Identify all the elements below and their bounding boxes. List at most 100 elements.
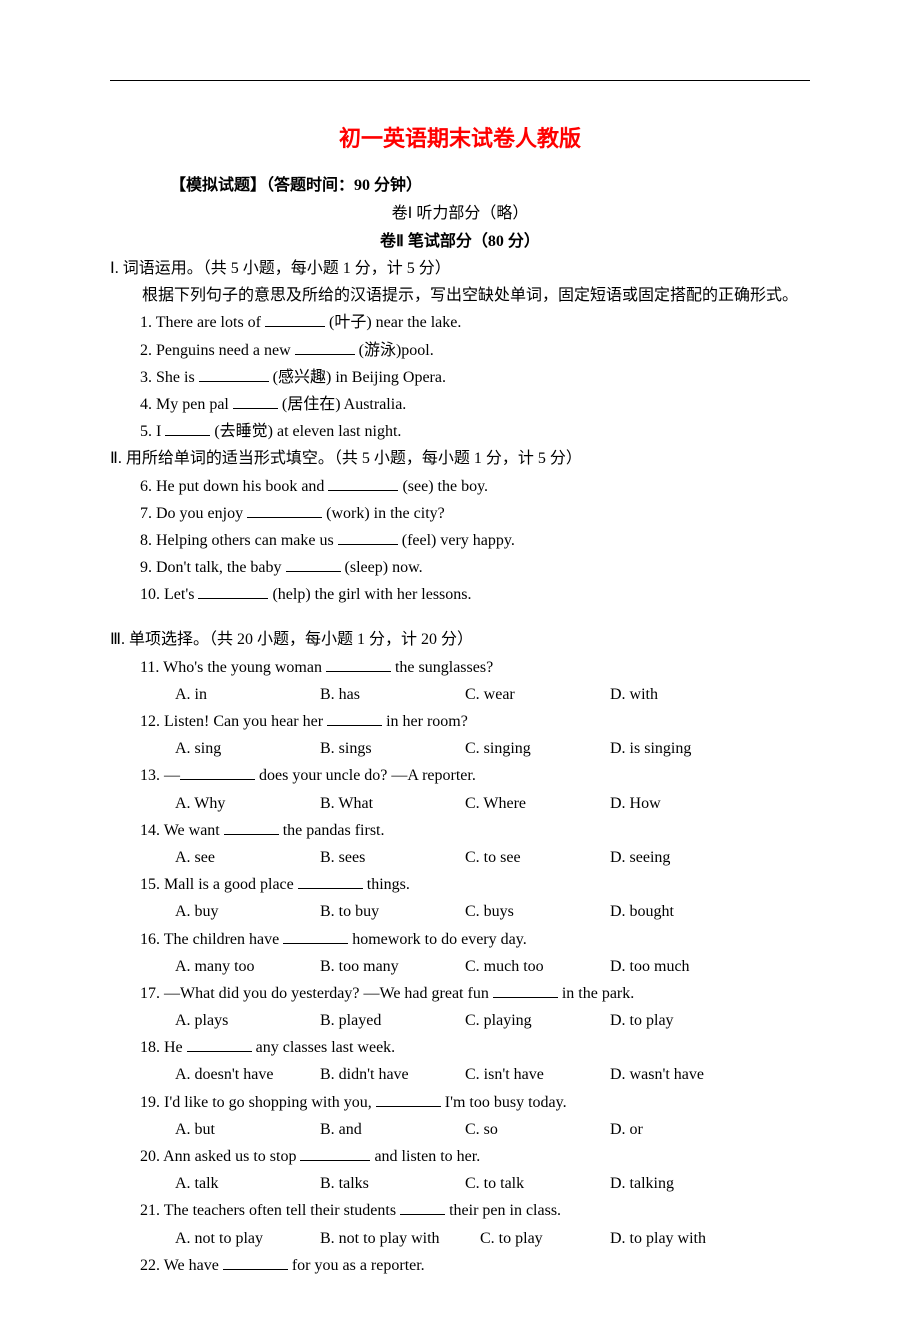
question-3: 3. She is (感兴趣) in Beijing Opera. [140,364,810,391]
q1-text-b: (叶子) near the lake. [325,314,461,331]
q18-text-a: 18. He [140,1039,187,1056]
option-c: C. to see [465,844,610,871]
q12-text-a: 12. Listen! Can you hear her [140,713,327,730]
question-20: 20. Ann asked us to stop and listen to h… [140,1143,810,1170]
question-12: 12. Listen! Can you hear her in her room… [140,708,810,735]
blank [300,1144,370,1161]
option-d: D. is singing [610,735,755,762]
q14-text-b: the pandas first. [279,822,385,839]
section-2-heading: Ⅱ. 用所给单词的适当形式填空。（共 5 小题，每小题 1 分，计 5 分） [110,445,810,472]
option-d: D. seeing [610,844,755,871]
q20-text-a: 20. Ann asked us to stop [140,1148,300,1165]
option-b: B. didn't have [320,1061,465,1088]
question-7: 7. Do you enjoy (work) in the city? [140,500,810,527]
q21-text-b: their pen in class. [445,1202,561,1219]
gap [110,608,810,626]
option-a: A. buy [175,898,320,925]
q8-text-b: (feel) very happy. [398,532,515,549]
blank [233,392,278,409]
q17-text-b: in the park. [558,985,634,1002]
question-6: 6. He put down his book and (see) the bo… [140,473,810,500]
q16-text-a: 16. The children have [140,931,283,948]
q21-text-a: 21. The teachers often tell their studen… [140,1202,400,1219]
q19-text-a: 19. I'd like to go shopping with you, [140,1094,376,1111]
option-d: D. talking [610,1170,755,1197]
option-b: B. sees [320,844,465,871]
section-1-instruction: 根据下列句子的意思及所给的汉语提示，写出空缺处单词，固定短语或固定搭配的正确形式… [110,282,810,309]
question-14: 14. We want the pandas first. [140,817,810,844]
q15-text-b: things. [363,876,410,893]
question-16: 16. The children have homework to do eve… [140,926,810,953]
exam-title: 初一英语期末试卷人教版 [110,121,810,153]
option-b: B. sings [320,735,465,762]
section-1-heading: Ⅰ. 词语运用。（共 5 小题，每小题 1 分，计 5 分） [110,255,810,282]
blank [180,763,255,780]
question-19-options: A. butB. andC. soD. or [175,1116,810,1143]
blank [265,310,325,327]
question-15: 15. Mall is a good place things. [140,871,810,898]
option-a: A. talk [175,1170,320,1197]
question-8: 8. Helping others can make us (feel) ver… [140,527,810,554]
q11-text-b: the sunglasses? [391,659,493,676]
question-12-options: A. singB. singsC. singingD. is singing [175,735,810,762]
q18-text-b: any classes last week. [252,1039,396,1056]
question-13-options: A. WhyB. WhatC. WhereD. How [175,790,810,817]
blank [198,582,268,599]
option-c: C. Where [465,790,610,817]
q19-text-b: I'm too busy today. [441,1094,567,1111]
blank [338,528,398,545]
q3-text-b: (感兴趣) in Beijing Opera. [269,369,446,386]
paper-2-heading: 卷Ⅱ 笔试部分（80 分） [110,227,810,251]
option-c: C. to play [480,1225,610,1252]
option-a: A. plays [175,1007,320,1034]
option-b: B. to buy [320,898,465,925]
blank [165,419,210,436]
option-d: D. bought [610,898,755,925]
question-2: 2. Penguins need a new (游泳)pool. [140,337,810,364]
blank [326,655,391,672]
q22-text-b: for you as a reporter. [288,1257,425,1274]
q20-text-b: and listen to her. [370,1148,480,1165]
q14-text-a: 14. We want [140,822,224,839]
q13-text-b: does your uncle do? —A reporter. [255,767,476,784]
question-17: 17. —What did you do yesterday? —We had … [140,980,810,1007]
question-21: 21. The teachers often tell their studen… [140,1197,810,1224]
q1-text-a: 1. There are lots of [140,314,265,331]
question-18-options: A. doesn't haveB. didn't haveC. isn't ha… [175,1061,810,1088]
question-10: 10. Let's (help) the girl with her lesso… [140,581,810,608]
question-19: 19. I'd like to go shopping with you, I'… [140,1089,810,1116]
q4-text-a: 4. My pen pal [140,396,233,413]
blank [376,1090,441,1107]
blank [247,501,322,518]
question-9: 9. Don't talk, the baby (sleep) now. [140,554,810,581]
exam-time: （答题时间：90 分钟） [266,177,422,194]
q9-text-b: (sleep) now. [341,559,423,576]
q2-text-a: 2. Penguins need a new [140,342,295,359]
option-d: D. too much [610,953,755,980]
blank [400,1198,445,1215]
exam-page: 初一英语期末试卷人教版 【模拟试题】（答题时间：90 分钟） 卷Ⅰ 听力部分（略… [0,0,920,1319]
question-17-options: A. playsB. playedC. playingD. to play [175,1007,810,1034]
question-1: 1. There are lots of (叶子) near the lake. [140,309,810,336]
question-22: 22. We have for you as a reporter. [140,1252,810,1279]
q6-text-b: (see) the boy. [398,478,488,495]
option-b: B. talks [320,1170,465,1197]
option-a: A. but [175,1116,320,1143]
option-c: C. much too [465,953,610,980]
option-d: D. or [610,1116,755,1143]
option-a: A. in [175,681,320,708]
q15-text-a: 15. Mall is a good place [140,876,298,893]
option-c: C. wear [465,681,610,708]
blank [328,474,398,491]
blank [298,872,363,889]
question-15-options: A. buyB. to buyC. buysD. bought [175,898,810,925]
option-a: A. not to play [175,1225,320,1252]
question-5: 5. I (去睡觉) at eleven last night. [140,418,810,445]
option-b: B. played [320,1007,465,1034]
option-a: A. Why [175,790,320,817]
option-c: C. isn't have [465,1061,610,1088]
question-16-options: A. many tooB. too manyC. much tooD. too … [175,953,810,980]
option-d: D. with [610,681,755,708]
question-18: 18. He any classes last week. [140,1034,810,1061]
blank [286,555,341,572]
